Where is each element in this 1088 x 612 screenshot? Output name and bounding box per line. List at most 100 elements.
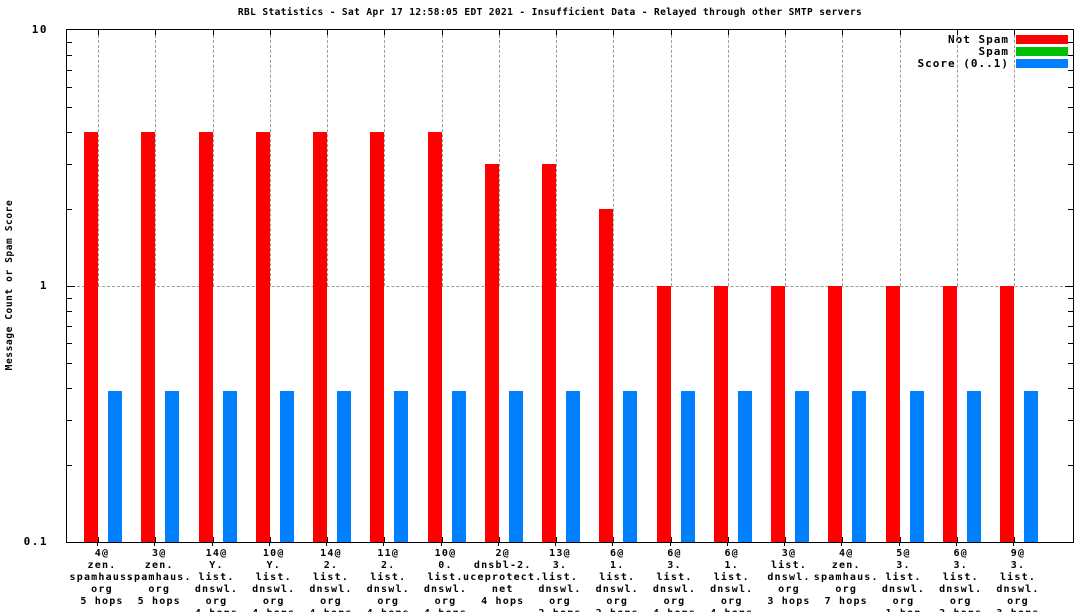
x-tick-bottom — [327, 537, 328, 542]
gridline-x — [441, 30, 443, 286]
bar-score — [1024, 390, 1038, 542]
x-category-label: 6@ 1. list. dnswl. org 2 hops — [595, 548, 639, 612]
x-tick-bottom — [212, 537, 214, 542]
y-minor-tick-left — [67, 310, 72, 312]
y-tick-label: 1 — [39, 279, 48, 292]
x-tick-outside — [784, 542, 785, 546]
y-minor-tick-right — [1068, 86, 1073, 88]
gridline-x — [899, 30, 901, 286]
x-tick-bottom — [956, 537, 958, 542]
x-category-label: 4@ zen. spamhaus. org 5 hops — [69, 548, 135, 607]
bar-score — [508, 390, 523, 542]
x-tick-outside — [326, 542, 327, 546]
x-tick-bottom — [842, 537, 844, 542]
x-category-label: 14@ Y. list. dnswl. org 4 hops — [194, 548, 239, 612]
bar-score — [394, 390, 409, 542]
gridline-x — [842, 30, 844, 286]
x-tick-outside — [612, 542, 614, 546]
x-tick-outside — [97, 542, 98, 546]
legend-swatch-spam — [1016, 46, 1068, 56]
bar-not-spam — [885, 286, 900, 542]
y-minor-tick-left — [67, 107, 72, 109]
gridline-x — [498, 30, 500, 286]
x-tick-top — [498, 30, 500, 35]
x-category-label: 9@ 3. list. dnswl. org 3 hops — [996, 548, 1040, 612]
x-tick-outside — [211, 542, 213, 546]
y-minor-tick-left — [67, 464, 72, 466]
x-category-label: 10@ Y. list. dnswl. org 4 hops — [252, 548, 296, 612]
legend-swatch-not-spam — [1016, 34, 1068, 44]
y-minor-tick-left — [67, 208, 72, 210]
x-tick-top — [727, 30, 729, 35]
y-minor-tick-left — [67, 41, 72, 43]
x-tick-bottom — [613, 537, 615, 542]
x-category-label: 10@ 0. list. dnswl. org 4 hops — [423, 548, 468, 612]
x-tick-outside — [726, 542, 728, 546]
legend-label-not-spam: Not Spam — [948, 32, 1009, 46]
gridline-x — [98, 30, 99, 286]
x-tick-bottom — [899, 537, 901, 542]
bar-score — [909, 390, 924, 542]
bar-not-spam — [1000, 286, 1014, 542]
x-axis-labels: 4@ zen. spamhaus. org 5 hops 3@ zen. spam… — [66, 548, 1072, 612]
x-tick-top — [956, 30, 958, 35]
x-tick-outside — [898, 542, 900, 546]
x-category-label: 3@ list. dnswl. org 3 hops — [767, 548, 811, 607]
bar-score — [795, 390, 809, 542]
bar-score — [451, 390, 466, 542]
x-tick-top — [441, 30, 443, 35]
x-category-label: 2@ dnsbl-2. uceprotect. net 4 hops — [463, 548, 543, 607]
y-major-tick-right — [1065, 286, 1073, 287]
legend-row-spam: Spam — [918, 45, 1068, 58]
x-tick-top — [556, 30, 557, 35]
x-tick-top — [98, 30, 99, 35]
legend: Not Spam Spam Score (0..1) — [917, 32, 1068, 70]
x-tick-top — [670, 30, 672, 35]
y-minor-tick-left — [67, 163, 72, 165]
x-category-label: 5@ 3. list. dnswl. org 1 hop — [881, 548, 926, 612]
bar-score — [680, 390, 695, 542]
gridline-x — [384, 30, 386, 286]
gridline-x — [670, 30, 672, 286]
bar-score — [337, 390, 351, 542]
x-tick-outside — [669, 542, 671, 546]
x-tick-top — [327, 30, 328, 35]
bar-not-spam — [255, 131, 270, 542]
x-category-label: 11@ 2. list. dnswl. org 4 hops — [366, 548, 410, 612]
y-minor-tick-right — [1068, 325, 1073, 327]
gridline-x — [613, 30, 615, 286]
x-tick-top — [842, 30, 844, 35]
bar-not-spam — [713, 286, 728, 542]
y-minor-tick-left — [67, 325, 72, 327]
x-category-label: 14@ 2. list. dnswl. org 4 hops — [309, 548, 353, 612]
y-minor-tick-right — [1068, 310, 1073, 312]
x-tick-outside — [440, 542, 442, 546]
gridline-x — [956, 30, 958, 286]
x-tick-bottom — [1014, 537, 1015, 542]
gridline-x — [212, 30, 214, 286]
legend-swatch-score — [1016, 58, 1068, 68]
x-tick-top — [613, 30, 615, 35]
bar-not-spam — [198, 131, 213, 542]
bar-not-spam — [370, 131, 385, 542]
bar-score — [108, 390, 122, 542]
y-minor-tick-right — [1068, 131, 1073, 133]
legend-label-score: Score (0..1) — [917, 56, 1009, 70]
bar-not-spam — [484, 163, 499, 542]
y-minor-tick-right — [1068, 419, 1073, 421]
x-tick-bottom — [498, 537, 500, 542]
gridline-y1 — [67, 285, 1073, 287]
x-tick-top — [384, 30, 386, 35]
bar-not-spam — [427, 131, 442, 542]
bar-not-spam — [656, 286, 671, 542]
bar-score — [623, 390, 638, 542]
bar-score — [279, 390, 294, 542]
y-minor-tick-left — [67, 297, 72, 299]
y-minor-tick-right — [1068, 387, 1073, 389]
y-minor-tick-left — [67, 69, 72, 71]
y-minor-tick-left — [67, 387, 72, 389]
y-tick-label: 10 — [31, 23, 48, 36]
x-tick-bottom — [269, 537, 271, 542]
bar-not-spam — [141, 131, 156, 542]
y-major-tick-left — [67, 286, 75, 287]
